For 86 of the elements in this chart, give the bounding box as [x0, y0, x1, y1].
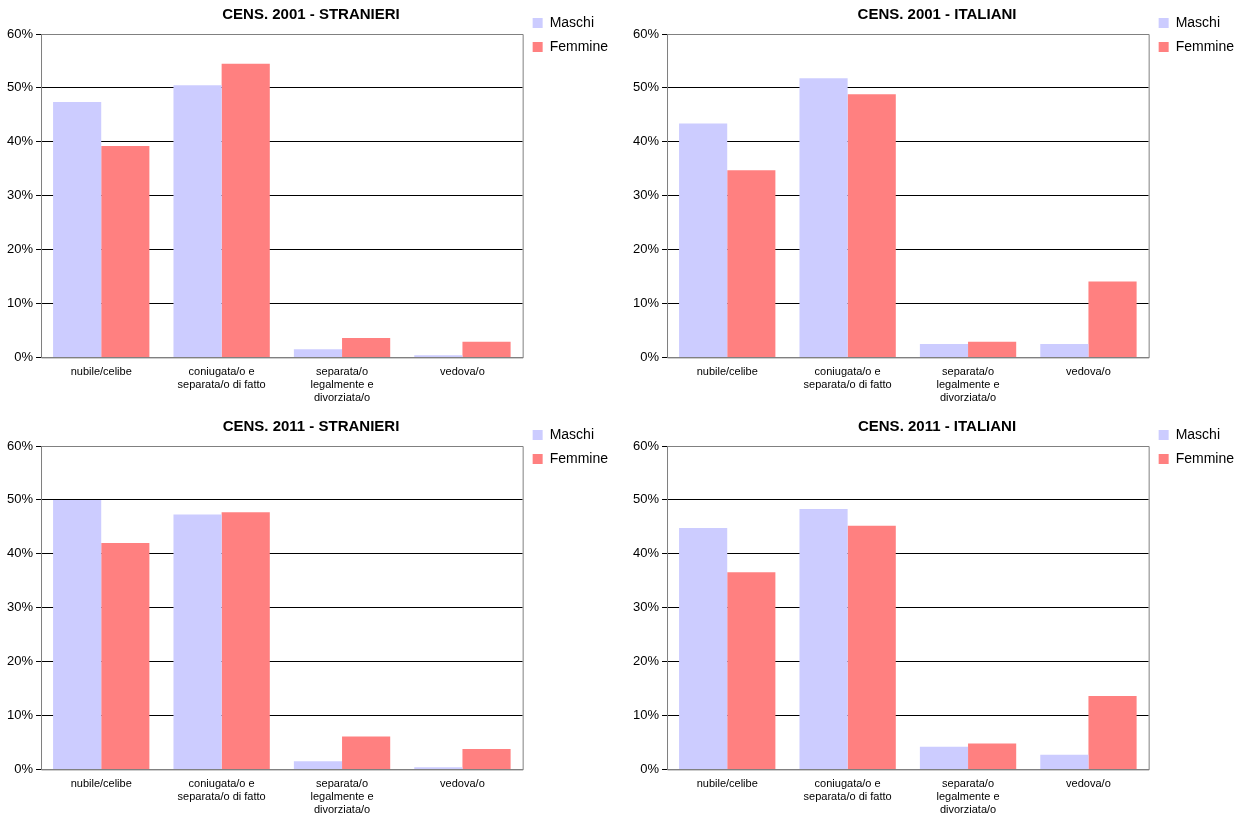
y-tick-label: 10%: [6, 707, 34, 723]
bar: [1088, 281, 1137, 357]
y-tick-label: 30%: [632, 187, 660, 203]
bar: [799, 78, 848, 357]
bar: [727, 572, 776, 769]
bar: [293, 349, 343, 357]
y-tick-label: 20%: [6, 653, 34, 669]
bar: [1088, 696, 1137, 769]
x-tick-label: separata/o legalmente e divorziata/o: [936, 365, 1000, 404]
x-tick-label: separata/o legalmente e divorziata/o: [310, 777, 374, 816]
bar: [1040, 343, 1089, 357]
y-tick-label: 20%: [632, 653, 660, 669]
bar: [221, 512, 270, 769]
bar: [53, 101, 102, 357]
bar: [462, 748, 511, 769]
chart-title: CENS. 2001 - STRANIERI: [222, 5, 400, 23]
y-tick-label: 10%: [632, 707, 660, 723]
y-tick-label: 40%: [6, 133, 34, 149]
bar: [342, 338, 391, 357]
bar: [919, 343, 969, 357]
x-tick-label: coniugata/o e separata/o di fatto: [803, 365, 892, 391]
y-tick-label: 20%: [6, 241, 34, 257]
y-tick-label: 50%: [632, 491, 660, 507]
x-tick-label: vedova/o: [440, 777, 485, 790]
bar: [101, 543, 150, 769]
y-tick-label: 60%: [632, 437, 660, 453]
y-tick-label: 60%: [6, 25, 34, 41]
y-tick-label: 50%: [6, 79, 34, 95]
bar: [968, 743, 1017, 769]
bar: [293, 761, 343, 769]
bar: [847, 525, 896, 769]
y-tick-label: 40%: [632, 545, 660, 561]
x-tick-label: separata/o legalmente e divorziata/o: [310, 365, 374, 404]
y-tick-label: 30%: [6, 599, 34, 615]
x-tick-label: nubile/celibe: [70, 777, 132, 790]
legend-label: Maschi: [549, 425, 595, 442]
bar: [919, 746, 969, 769]
bar: [679, 527, 728, 769]
bar: [221, 63, 270, 357]
y-tick-label: 0%: [14, 760, 34, 776]
y-tick-label: 10%: [632, 295, 660, 311]
y-tick-label: 50%: [632, 79, 660, 95]
bar: [173, 514, 222, 769]
y-tick-label: 10%: [6, 295, 34, 311]
y-tick-label: 0%: [640, 760, 660, 776]
x-tick-label: nubile/celibe: [696, 365, 758, 378]
y-tick-label: 60%: [632, 25, 660, 41]
x-tick-label: separata/o legalmente e divorziata/o: [936, 777, 1000, 816]
x-tick-label: coniugata/o e separata/o di fatto: [177, 777, 266, 803]
y-tick-label: 30%: [632, 599, 660, 615]
bar: [173, 85, 222, 357]
y-tick-label: 40%: [632, 133, 660, 149]
x-tick-label: coniugata/o e separata/o di fatto: [803, 777, 892, 803]
x-tick-label: nubile/celibe: [70, 365, 132, 378]
x-tick-label: coniugata/o e separata/o di fatto: [177, 365, 266, 391]
legend-label: Maschi: [1175, 13, 1221, 30]
bar: [799, 509, 848, 769]
y-tick-label: 0%: [640, 348, 660, 364]
bar: [342, 736, 391, 769]
y-tick-label: 40%: [6, 545, 34, 561]
chart-title: CENS. 2001 - ITALIANI: [857, 5, 1017, 23]
bar: [1040, 754, 1089, 769]
bar: [53, 499, 102, 769]
bar: [462, 341, 511, 357]
bar: [968, 341, 1017, 357]
legend-label: Femmine: [549, 449, 609, 466]
y-tick-label: 0%: [14, 348, 34, 364]
bar: [679, 123, 728, 357]
y-tick-label: 20%: [632, 241, 660, 257]
chart-title: CENS. 2011 - STRANIERI: [222, 417, 400, 435]
x-tick-label: nubile/celibe: [696, 777, 758, 790]
legend-label: Femmine: [549, 37, 609, 54]
chart-title: CENS. 2011 - ITALIANI: [857, 417, 1017, 435]
y-tick-label: 60%: [6, 437, 34, 453]
y-tick-label: 30%: [6, 187, 34, 203]
legend-label: Maschi: [549, 13, 595, 30]
legend-label: Femmine: [1175, 37, 1235, 54]
x-tick-label: vedova/o: [1066, 777, 1111, 790]
bar: [727, 170, 776, 357]
y-tick-label: 50%: [6, 491, 34, 507]
x-tick-label: vedova/o: [440, 365, 485, 378]
x-tick-label: vedova/o: [1066, 365, 1111, 378]
legend-label: Maschi: [1175, 425, 1221, 442]
legend-label: Femmine: [1175, 449, 1235, 466]
bar: [101, 146, 150, 357]
bar: [847, 94, 896, 357]
